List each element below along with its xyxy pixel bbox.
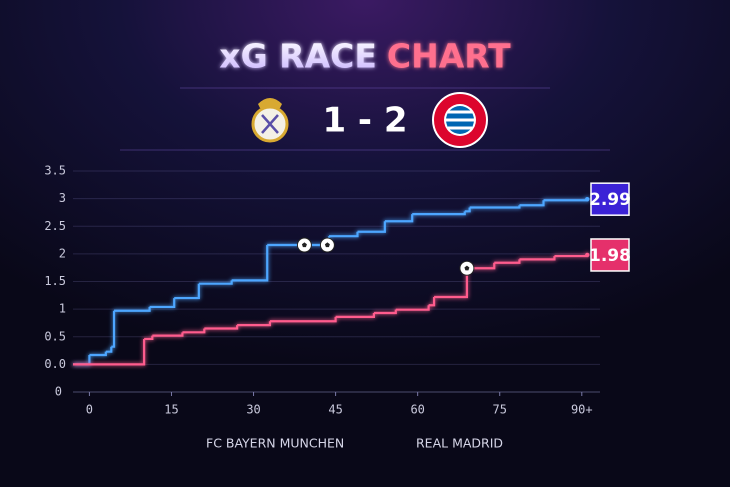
goal-marker [319,237,335,253]
title-accent: CHART [387,37,511,76]
step-segment [469,205,521,209]
y-tick-label: 2.5 [44,219,66,233]
y-tick-label: 3 [59,191,66,205]
real-madrid-crest [251,98,289,143]
x-tick-label: 45 [328,403,342,417]
ball-patch [301,242,307,248]
x-tick-label: 30 [246,403,260,417]
score: 1 - 2 [322,101,407,141]
end-point [585,196,590,202]
legend-label: REAL MADRID [416,436,503,451]
x-tick-label: 0 [86,403,93,417]
end-point [585,252,590,258]
step-segment [73,338,146,366]
step-segment [114,306,151,312]
end-value-label: 1.98 [589,246,631,266]
step-segment [395,305,430,311]
ball-patch [324,242,330,248]
end-value-box [590,182,630,216]
x-tick-label: 15 [164,403,178,417]
step-segment [144,335,154,341]
step-segment [464,207,471,213]
step-segment [182,328,206,334]
step-segment [149,298,176,309]
step-segment [89,351,107,357]
y-tick-label: 2 [59,246,66,260]
step-segment [237,321,272,327]
title-main: xG RACE [219,37,377,76]
x-tick-label: 75 [493,403,507,417]
step-segment [174,283,200,300]
goal-marker [296,237,312,253]
bayern-crest [432,92,488,148]
y-baseline-label: 0 [55,385,62,399]
step-segment [519,200,545,207]
step-segment [519,256,556,261]
series-line [73,252,590,366]
goal-marker [459,260,475,276]
step-segment [152,332,184,337]
step-segment [269,316,337,323]
step-segment [373,309,397,315]
step-segment [357,221,386,233]
end-value-label: 2.99 [589,190,631,210]
x-tick-label: 90+ [571,403,593,417]
step-segment [204,325,239,330]
x-tick-label: 60 [410,403,424,417]
legend-label: FC BAYERN MUNCHEN [206,436,344,451]
step-segment [554,254,589,258]
legend: FC BAYERN MUNCHEN REAL MADRID [168,436,503,451]
step-segment [105,346,113,353]
y-tick-label: 0.0 [44,357,66,371]
step-segment [329,231,359,238]
step-segment [434,268,469,299]
y-tick-label: 1 [59,302,66,316]
end-value-box [590,238,630,272]
y-tick-label: 1.5 [44,274,66,288]
step-segment [466,262,496,270]
step-segment [335,312,375,318]
step-segment [428,296,436,307]
step-segment [231,245,269,282]
y-tick-label: 3.5 [44,164,66,178]
step-segment [384,214,414,223]
step-segment [111,310,116,348]
step-segment [198,280,233,285]
y-tick-label: 0.5 [44,329,66,343]
step-segment [412,211,466,216]
step-segment [543,199,589,202]
ball-patch [464,265,470,271]
step-segment [494,259,521,264]
